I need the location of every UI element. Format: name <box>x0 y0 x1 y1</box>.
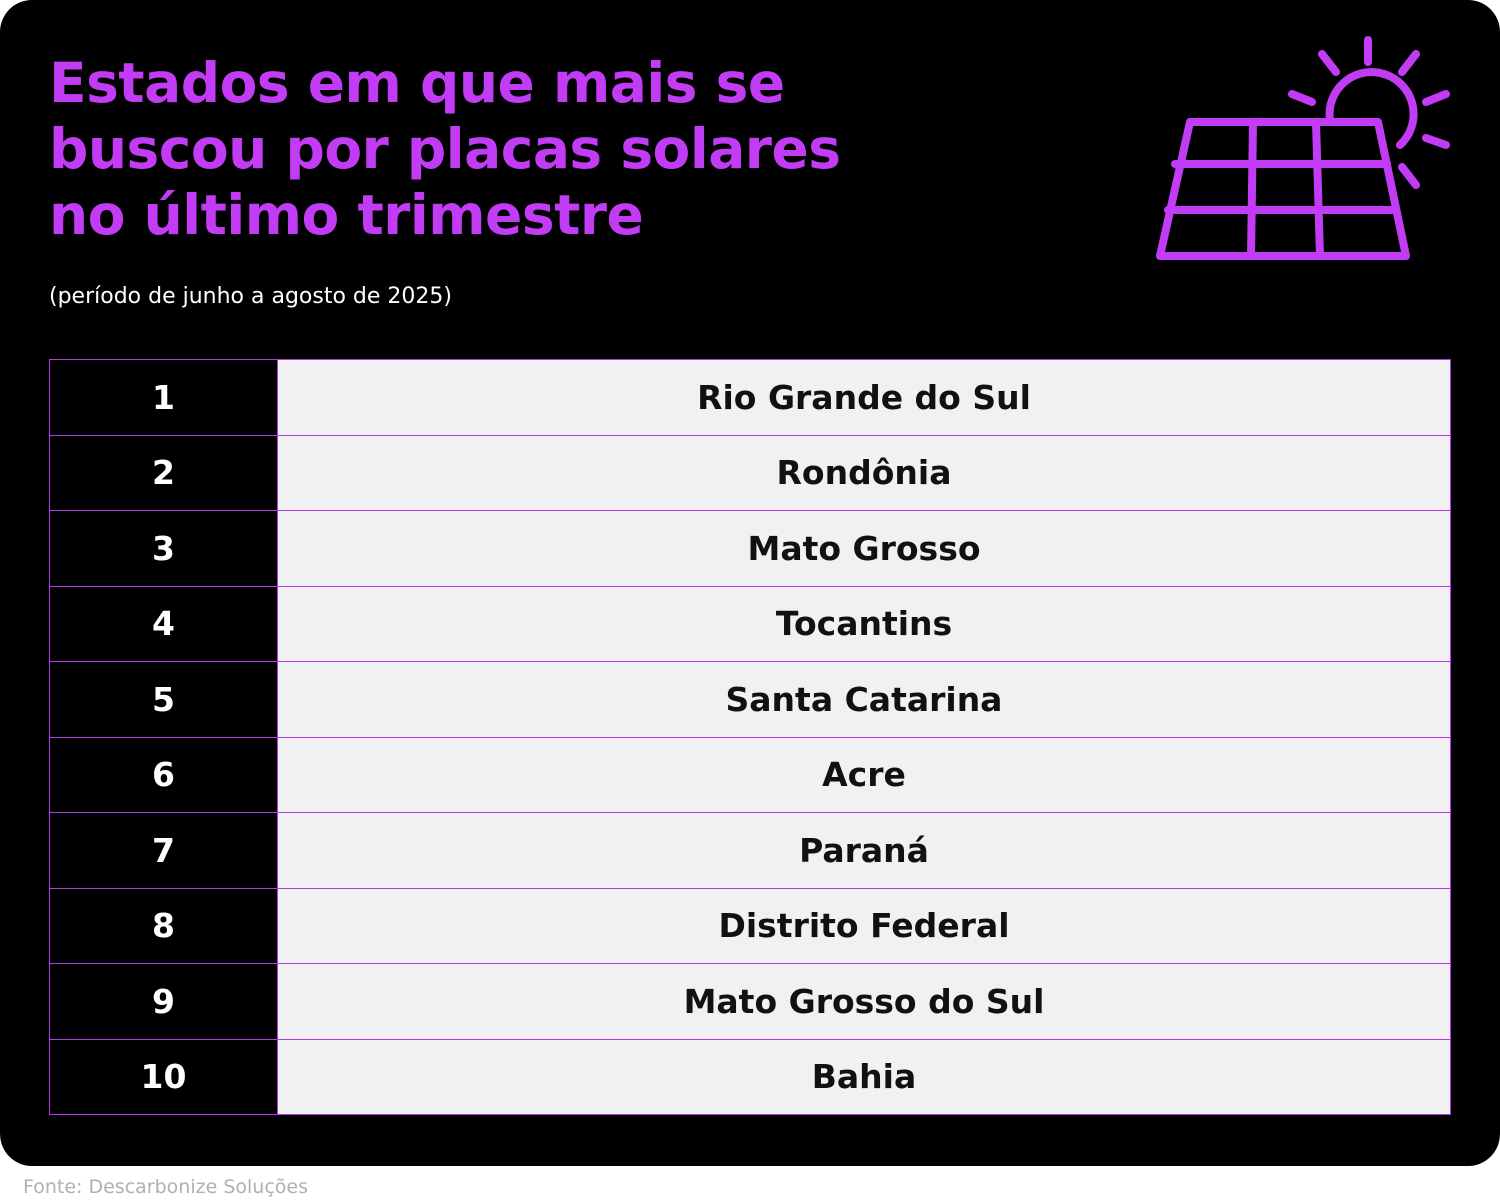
rank-cell: 10 <box>49 1038 278 1115</box>
table-row: 8 Distrito Federal <box>49 887 1451 964</box>
ranking-table: 1 Rio Grande do Sul 2 Rondônia 3 Mato Grosso 4… <box>49 359 1451 1115</box>
state-cell: Rondônia <box>277 434 1451 511</box>
table-row: 7 Paraná <box>49 812 1451 889</box>
rank-cell: 7 <box>49 812 278 889</box>
state-cell: Mato Grosso do Sul <box>277 963 1451 1040</box>
state-cell: Santa Catarina <box>277 661 1451 738</box>
table-row: 10 Bahia <box>49 1038 1451 1115</box>
table-row: 4 Tocantins <box>49 585 1451 662</box>
rank-cell: 9 <box>49 963 278 1040</box>
rank-cell: 8 <box>49 887 278 964</box>
state-cell: Rio Grande do Sul <box>277 359 1451 436</box>
rank-cell: 4 <box>49 585 278 662</box>
state-cell: Distrito Federal <box>277 887 1451 964</box>
source: Fonte: Descarbonize Soluções <box>23 1176 308 1198</box>
rank-cell: 5 <box>49 661 278 738</box>
state-cell: Bahia <box>277 1038 1451 1115</box>
rank-cell: 3 <box>49 510 278 587</box>
table-row: 5 Santa Catarina <box>49 661 1451 738</box>
card: Estados em que mais se buscou por placas… <box>0 0 1500 1166</box>
table-row: 3 Mato Grosso <box>49 510 1451 587</box>
state-cell: Paraná <box>277 812 1451 889</box>
table-row: 2 Rondônia <box>49 434 1451 511</box>
rank-cell: 2 <box>49 434 278 511</box>
solar-panel-icon <box>1156 36 1450 260</box>
table-row: 9 Mato Grosso do Sul <box>49 963 1451 1040</box>
rank-cell: 1 <box>49 359 278 436</box>
state-cell: Tocantins <box>277 585 1451 662</box>
state-cell: Mato Grosso <box>277 510 1451 587</box>
subtitle: (período de junho a agosto de 2025) <box>49 284 452 309</box>
state-cell: Acre <box>277 736 1451 813</box>
table-row: 6 Acre <box>49 736 1451 813</box>
table-row: 1 Rio Grande do Sul <box>49 359 1451 436</box>
rank-cell: 6 <box>49 736 278 813</box>
title: Estados em que mais se buscou por placas… <box>49 51 841 247</box>
